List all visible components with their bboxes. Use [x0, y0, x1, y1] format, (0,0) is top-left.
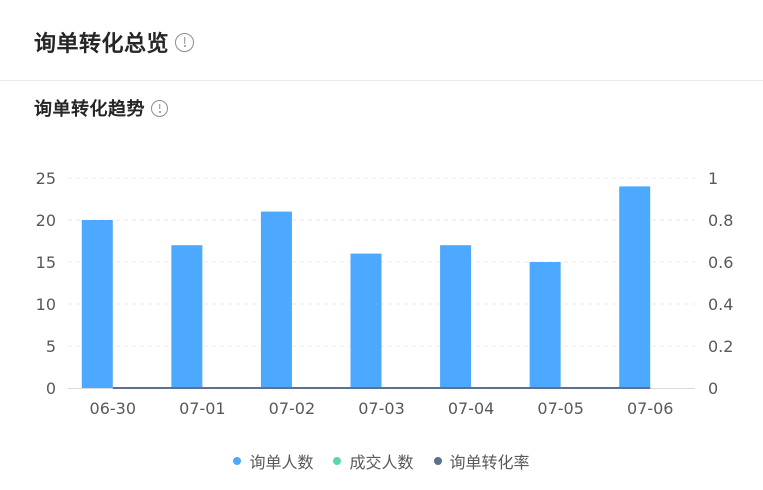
bar-inquiry: [440, 245, 472, 388]
bar-inquiry: [260, 211, 292, 388]
y-left-tick-label: 20: [36, 211, 56, 230]
trend-chart: 0 5 10 15 20 25 0 0.2 0.4 0.6 0.8 1 06-30 07-01 07-02 0…: [36, 169, 734, 418]
x-tick-label: 07-04: [448, 399, 495, 418]
y-left-tick-label: 0: [46, 379, 56, 398]
x-tick-label: 07-05: [537, 399, 584, 418]
x-tick-label: 07-02: [269, 399, 316, 418]
bar-inquiry: [350, 253, 382, 388]
bar-inquiry: [81, 220, 113, 388]
y-left-tick-label: 5: [46, 337, 56, 356]
legend-dot: [433, 457, 442, 465]
legend-label: 询单转化率: [449, 453, 530, 472]
trend-title-row: 询单转化趋势: [34, 95, 168, 121]
y-right-tick-label: 0.2: [708, 337, 733, 356]
legend-item[interactable]: 询单转化率: [433, 449, 530, 473]
bar-inquiry: [529, 262, 561, 388]
trend-title: 询单转化趋势: [34, 99, 145, 120]
legend-label: 询单人数: [249, 453, 314, 472]
bar-inquiry: [171, 245, 203, 388]
overview-title-row: 询单转化总览: [34, 26, 195, 58]
x-tick-label: 07-01: [179, 399, 226, 418]
y-right-tick-label: 0: [708, 379, 718, 398]
chart-legend: 询单人数 成交人数 询单转化率: [0, 449, 763, 473]
overview-header: 询单转化总览: [0, 0, 763, 81]
y-right-tick-label: 0.4: [708, 295, 733, 314]
legend-dot: [233, 457, 242, 465]
y-right-tick-label: 0.6: [708, 253, 733, 272]
y-left-tick-label: 10: [36, 295, 56, 314]
y-left-tick-label: 25: [36, 169, 56, 188]
legend-label: 成交人数: [349, 453, 414, 472]
legend-item[interactable]: 询单人数: [233, 449, 313, 473]
y-right-tick-label: 0.8: [708, 211, 733, 230]
info-icon[interactable]: [151, 99, 168, 117]
bar-inquiry: [619, 186, 651, 388]
y-right-tick-label: 1: [708, 169, 718, 188]
legend-dot: [333, 457, 342, 465]
overview-title: 询单转化总览: [34, 32, 170, 57]
info-icon[interactable]: [175, 32, 195, 52]
y-left-tick-label: 15: [36, 253, 56, 272]
legend-item[interactable]: 成交人数: [333, 449, 414, 473]
x-tick-label: 06-30: [90, 399, 137, 418]
x-tick-label: 07-06: [627, 399, 674, 418]
x-tick-label: 07-03: [358, 399, 405, 418]
